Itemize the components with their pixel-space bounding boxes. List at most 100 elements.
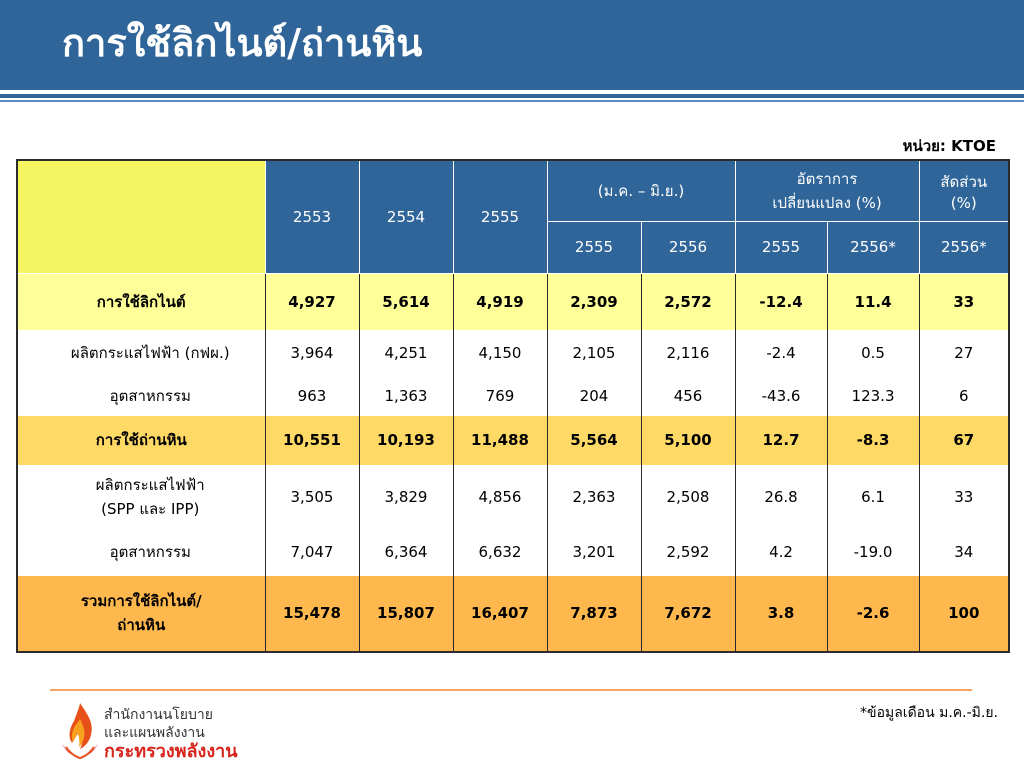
table-cell: 15,807 [358, 575, 454, 653]
header-period: (ม.ค. – มิ.ย.) [546, 159, 736, 222]
table-row-total: รวมการใช้ลิกไนต์/ ถ่านหิน 15,478 15,807 … [16, 575, 1010, 653]
row-label-line2: (SPP และ IPP) [101, 499, 200, 518]
table-cell: 7,672 [640, 575, 736, 653]
header-corner-cell [16, 159, 266, 274]
table-cell: 11.4 [826, 273, 920, 330]
header-change-2555: 2555 [734, 220, 828, 274]
table-cell: 2,572 [640, 273, 736, 330]
table-cell: 10,193 [358, 415, 454, 465]
row-label: การใช้ลิกไนต์ [16, 273, 266, 330]
table-cell: 3,829 [358, 464, 454, 529]
slide-title: การใช้ลิกไนต์/ถ่านหิน [62, 21, 423, 65]
row-label: ผลิตกระแสไฟฟ้า (SPP และ IPP) [16, 464, 266, 529]
table-cell: -2.4 [734, 329, 828, 376]
table-cell: 123.3 [826, 375, 920, 416]
table-cell: 26.8 [734, 464, 828, 529]
table-cell: 15,478 [264, 575, 360, 653]
table-cell: 33 [918, 273, 1010, 330]
row-label: อุตสาหกรรม [16, 375, 266, 416]
row-label: การใช้ถ่านหิน [16, 415, 266, 465]
lignite-coal-table: 2553 2554 2555 (ม.ค. – มิ.ย.) อัตราการ เ… [16, 159, 1011, 653]
row-label-line2: ถ่านหิน [117, 616, 166, 634]
table-row: การใช้ถ่านหิน 10,551 10,193 11,488 5,564… [16, 415, 1010, 465]
table-cell: 7,047 [264, 528, 360, 576]
table-cell: 6 [918, 375, 1010, 416]
table-cell: 34 [918, 528, 1010, 576]
table-cell: -12.4 [734, 273, 828, 330]
ministry-name: กระทรวงพลังงาน [104, 741, 238, 762]
table-cell: 4,251 [358, 329, 454, 376]
row-label: รวมการใช้ลิกไนต์/ ถ่านหิน [16, 575, 266, 653]
table-cell: 456 [640, 375, 736, 416]
row-label-line1: รวมการใช้ลิกไนต์/ [80, 592, 202, 610]
unit-label: หน่วย: KTOE [902, 137, 996, 155]
table-row: ผลิตกระแสไฟฟ้า (กฟผ.) 3,964 4,251 4,150 … [16, 329, 1010, 376]
table-cell: 3,964 [264, 329, 360, 376]
table-cell: 6,632 [452, 528, 548, 576]
table-cell: -19.0 [826, 528, 920, 576]
header-2554: 2554 [358, 159, 454, 274]
table-cell: 16,407 [452, 575, 548, 653]
table-row: การใช้ลิกไนต์ 4,927 5,614 4,919 2,309 2,… [16, 273, 1010, 330]
table-cell: 6,364 [358, 528, 454, 576]
table-cell: -8.3 [826, 415, 920, 465]
header-share-line2: (%) [950, 193, 977, 212]
header-period-2555: 2555 [546, 220, 642, 274]
footer-divider [50, 689, 972, 691]
table-cell: 11,488 [452, 415, 548, 465]
row-label: อุตสาหกรรม [16, 528, 266, 576]
table-cell: 2,592 [640, 528, 736, 576]
table-cell: 769 [452, 375, 548, 416]
table-cell: 67 [918, 415, 1010, 465]
table-cell: 5,100 [640, 415, 736, 465]
row-label: ผลิตกระแสไฟฟ้า (กฟผ.) [16, 329, 266, 376]
header-share-2556: 2556* [918, 220, 1010, 274]
header-change-2556: 2556* [826, 220, 920, 274]
title-bar: การใช้ลิกไนต์/ถ่านหิน [0, 0, 1024, 90]
table-cell: 2,508 [640, 464, 736, 529]
table-cell: 4,856 [452, 464, 548, 529]
header-share-line1: สัดส่วน [940, 172, 988, 191]
table-cell: 10,551 [264, 415, 360, 465]
org-name-line1: สำนักงานนโยบาย [104, 707, 213, 723]
table-cell: 6.1 [826, 464, 920, 529]
table-cell: 2,116 [640, 329, 736, 376]
header-share: สัดส่วน (%) [918, 159, 1010, 222]
table-cell: 963 [264, 375, 360, 416]
header-2553: 2553 [264, 159, 360, 274]
energy-flame-logo-icon [62, 703, 98, 760]
table-cell: 27 [918, 329, 1010, 376]
table-cell: 3,201 [546, 528, 642, 576]
row-label-line1: ผลิตกระแสไฟฟ้า [95, 475, 205, 494]
table-cell: 12.7 [734, 415, 828, 465]
table-cell: 7,873 [546, 575, 642, 653]
table-cell: 204 [546, 375, 642, 416]
header-period-2556: 2556 [640, 220, 736, 274]
table-cell: 5,564 [546, 415, 642, 465]
header-change-line2: เปลี่ยนแปลง (%) [772, 193, 882, 212]
table-cell: 2,309 [546, 273, 642, 330]
table-row: อุตสาหกรรม 7,047 6,364 6,632 3,201 2,592… [16, 528, 1010, 576]
table-cell: 33 [918, 464, 1010, 529]
table-cell: 4.2 [734, 528, 828, 576]
header-2555: 2555 [452, 159, 548, 274]
table-cell: 5,614 [358, 273, 454, 330]
footnote: *ข้อมูลเดือน ม.ค.-มิ.ย. [860, 705, 998, 721]
table-cell: -2.6 [826, 575, 920, 653]
header-change-line1: อัตราการ [796, 169, 858, 188]
table-cell: 4,150 [452, 329, 548, 376]
table-cell: 3.8 [734, 575, 828, 653]
org-name-line2: และแผนพลังงาน [104, 725, 205, 741]
table-cell: 100 [918, 575, 1010, 653]
table-cell: 0.5 [826, 329, 920, 376]
table-row: อุตสาหกรรม 963 1,363 769 204 456 -43.6 1… [16, 375, 1010, 416]
table-row: ผลิตกระแสไฟฟ้า (SPP และ IPP) 3,505 3,829… [16, 464, 1010, 529]
table-cell: 1,363 [358, 375, 454, 416]
title-rule-thin [0, 100, 1024, 102]
table-cell: 3,505 [264, 464, 360, 529]
table-cell: 4,927 [264, 273, 360, 330]
table-cell: 2,363 [546, 464, 642, 529]
table-cell: 4,919 [452, 273, 548, 330]
title-rule [0, 94, 1024, 98]
header-change-rate: อัตราการ เปลี่ยนแปลง (%) [734, 159, 920, 222]
